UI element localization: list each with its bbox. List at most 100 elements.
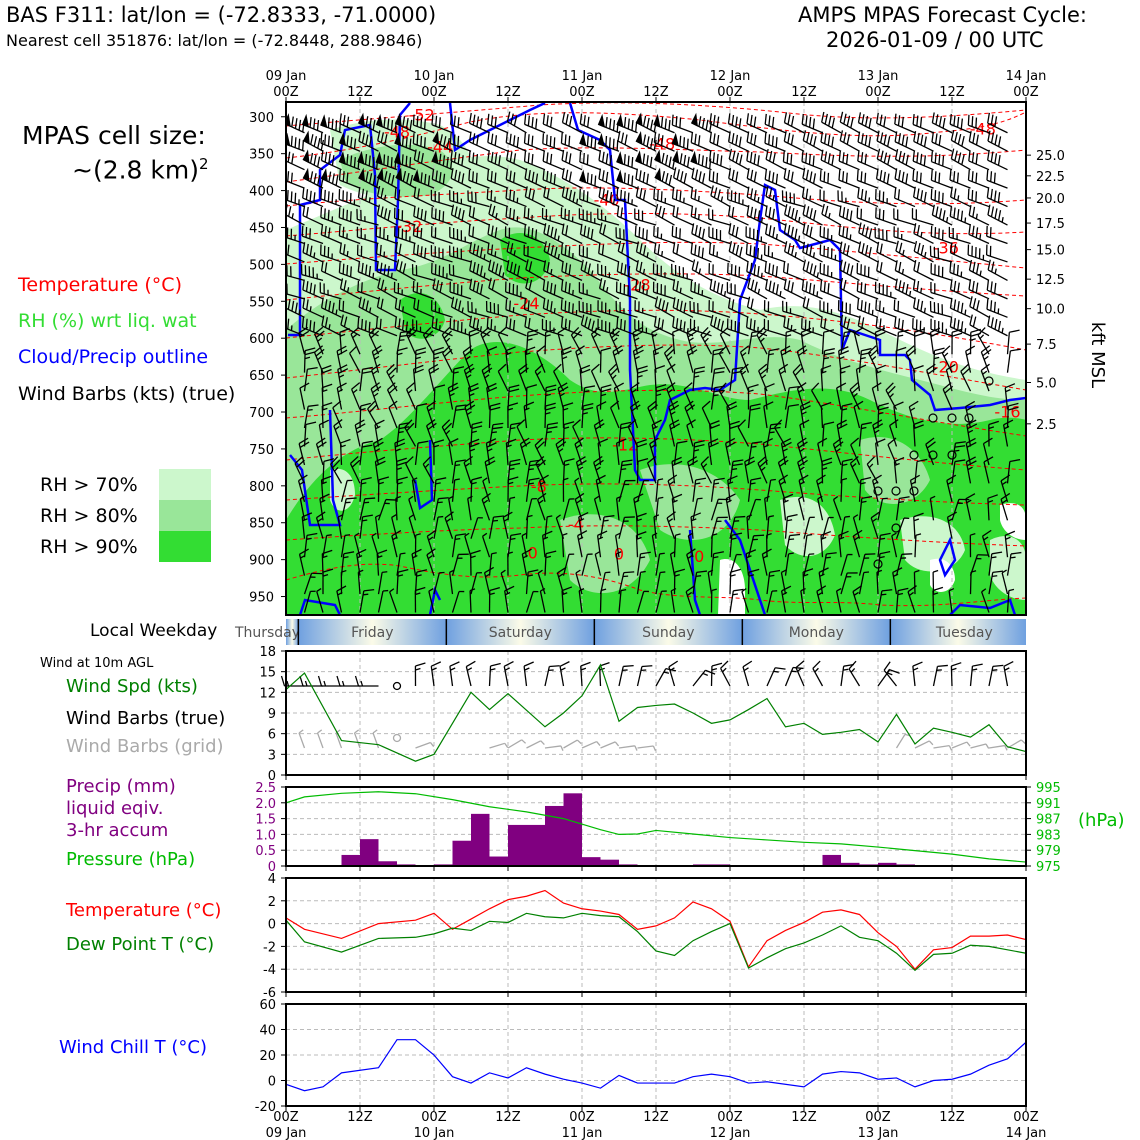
wind-barb <box>488 402 501 429</box>
wind-barb <box>672 205 694 226</box>
wind-barb <box>728 223 749 245</box>
wind-barb-10m <box>912 661 923 687</box>
wind-barb <box>727 113 749 134</box>
wind-barb <box>433 346 444 373</box>
wind-barb <box>386 382 398 410</box>
wind-barb <box>672 327 683 355</box>
wind-barb <box>668 400 680 429</box>
wind-barb <box>745 243 768 263</box>
top-date-label: 09 Jan <box>266 69 307 84</box>
wind-barb <box>627 419 639 447</box>
wind-barb <box>836 382 847 410</box>
wind-barb <box>912 318 934 337</box>
wind-barb <box>893 456 905 484</box>
wind-barb <box>597 263 620 282</box>
wind-barb <box>765 186 786 208</box>
local-weekday-label: Local Weekday <box>90 621 218 641</box>
wind-barb <box>376 204 398 226</box>
wind-barb <box>561 261 583 281</box>
wind-barb <box>444 511 454 539</box>
wind-barb <box>376 185 398 208</box>
wind-barb <box>784 514 798 539</box>
wind-barb <box>525 277 546 300</box>
wind-barb <box>581 553 593 576</box>
wind-barb <box>598 150 620 171</box>
wind-barb <box>636 365 648 392</box>
wind-barb <box>469 588 476 613</box>
wind-barb <box>950 186 971 208</box>
wind-barb <box>877 497 888 521</box>
wind-barb <box>636 570 646 595</box>
wind-barb <box>894 168 916 189</box>
wind-barb-10m <box>488 662 501 687</box>
wind-barb <box>303 532 318 558</box>
wind-barb <box>484 456 496 484</box>
wind-barb <box>802 167 823 189</box>
wind-barb <box>430 189 453 208</box>
wind-barb <box>599 384 612 410</box>
wind-barb <box>543 241 564 263</box>
wind-barb <box>470 549 481 576</box>
wind-barb <box>821 203 842 226</box>
y-tick-label: 0 <box>268 769 276 784</box>
wind-barb <box>505 206 527 226</box>
wind-barb <box>673 440 688 465</box>
wind-barb <box>433 497 449 521</box>
wind-barb <box>692 570 708 595</box>
wind-barb <box>801 279 823 300</box>
wind-barb <box>690 150 712 171</box>
wind-barb <box>796 437 808 466</box>
wind-barb <box>316 588 324 613</box>
wind-barb <box>377 277 398 300</box>
pressure-tick-label: 975 <box>1036 860 1061 875</box>
wind-barb <box>339 278 361 300</box>
wind-barb <box>428 363 440 392</box>
wind-barb-grid <box>415 741 435 749</box>
wind-barb <box>700 327 713 355</box>
wind-barb <box>840 330 855 355</box>
rh-80-label: RH > 80% <box>40 505 138 527</box>
wind-barb <box>487 223 509 245</box>
wind-barb <box>838 205 860 226</box>
wind-barb <box>875 299 897 318</box>
wind-barb <box>784 328 797 355</box>
wind-barb <box>349 345 361 373</box>
pressure-tick-label: 650 <box>249 369 274 384</box>
wind-barb <box>803 533 813 558</box>
top-time-label: 12Z <box>643 85 669 100</box>
wind-barb <box>840 515 851 539</box>
kft-tick-label: 2.5 <box>1036 418 1057 433</box>
wind-barb-10m <box>883 661 898 687</box>
wind-barb-grid <box>600 741 620 749</box>
wind-barb <box>506 241 527 263</box>
wind-barb <box>969 533 976 558</box>
precip-bar <box>822 854 841 866</box>
wind-barb <box>894 260 916 281</box>
wind-barb <box>451 590 465 613</box>
wind-barb <box>1004 530 1016 558</box>
wind-barb <box>486 169 509 189</box>
bottom-time-label: 12Z <box>347 1110 373 1125</box>
wind-barb <box>377 571 388 595</box>
wind-barb <box>690 280 712 300</box>
y-tick-label: 1.5 <box>255 813 276 828</box>
wind-barb <box>727 189 749 208</box>
wind-barb <box>481 492 491 521</box>
wind-barb <box>561 586 573 613</box>
wind-barb <box>912 279 934 300</box>
wind-barb <box>525 259 546 281</box>
wind-barb <box>618 421 632 447</box>
top-time-label: 00Z <box>865 85 891 100</box>
wind-barb <box>393 207 416 226</box>
wind-barb <box>710 588 717 613</box>
wind-barb <box>858 421 872 447</box>
wind-barb <box>683 382 694 410</box>
wind-barb <box>574 437 584 466</box>
wind-barb <box>302 205 324 226</box>
wind-barb <box>655 590 667 613</box>
precip-bar <box>489 856 508 866</box>
precip-bars <box>341 793 915 866</box>
wind-barb <box>395 167 416 189</box>
wind-barb <box>426 419 437 447</box>
